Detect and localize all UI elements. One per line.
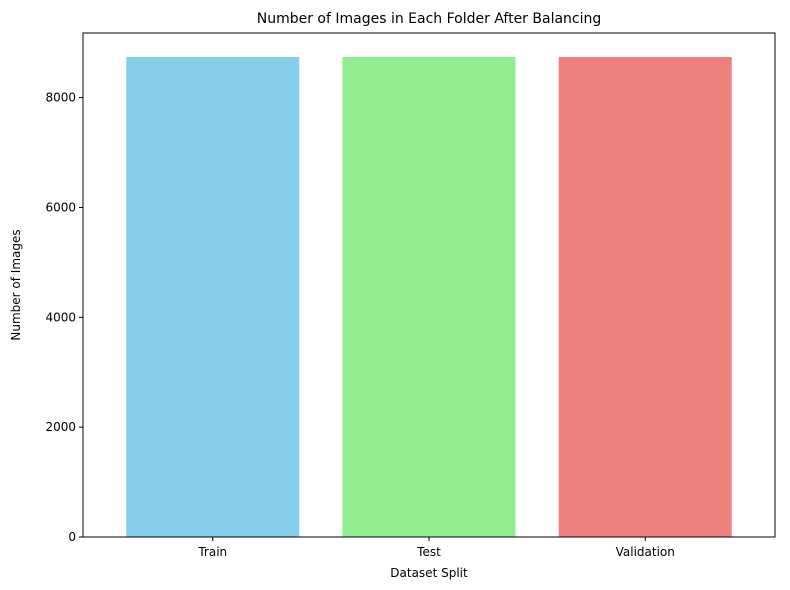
bars-group bbox=[126, 57, 732, 537]
bar-train bbox=[126, 57, 300, 537]
y-axis: 0 2000 4000 6000 8000 bbox=[45, 91, 83, 544]
plot-frame bbox=[82, 32, 776, 538]
bar-test bbox=[342, 57, 516, 537]
x-axis: Train Test Validation bbox=[197, 537, 675, 559]
y-tick-label-4000: 4000 bbox=[45, 310, 76, 324]
y-tick-label-2000: 2000 bbox=[45, 420, 76, 434]
y-axis-label: Number of Images bbox=[9, 229, 23, 340]
y-tick-label-0: 0 bbox=[68, 530, 76, 544]
y-tick-label-8000: 8000 bbox=[45, 91, 76, 105]
x-tick-label-validation: Validation bbox=[616, 545, 675, 559]
chart-title: Number of Images in Each Folder After Ba… bbox=[257, 11, 602, 27]
bar-validation bbox=[558, 57, 732, 537]
x-tick-label-train: Train bbox=[197, 545, 227, 559]
x-axis-label: Dataset Split bbox=[390, 566, 468, 580]
y-tick-label-6000: 6000 bbox=[45, 200, 76, 214]
x-tick-label-test: Test bbox=[416, 545, 441, 559]
